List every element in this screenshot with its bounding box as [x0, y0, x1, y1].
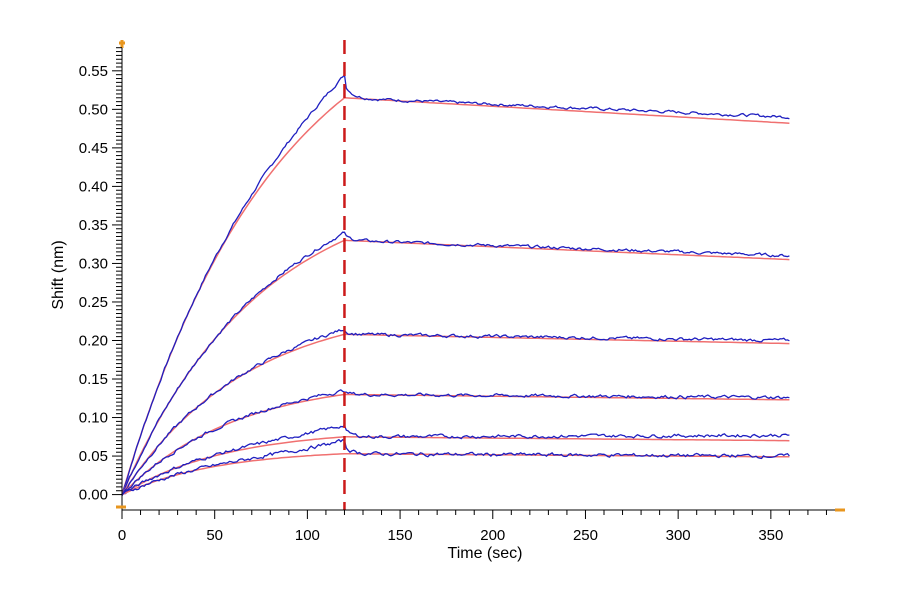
- x-tick-label: 250: [573, 527, 598, 544]
- data-curve: [121, 231, 790, 496]
- axes: 0.00 0.05 0.10 0.15 0.20 0.25 0.30 0.35 0.40 0.45…: [79, 40, 845, 544]
- x-axis-title: Time (sec): [448, 545, 523, 562]
- y-tick-label: 0.45: [79, 140, 108, 157]
- x-tick-label: 100: [295, 527, 320, 544]
- y-tick-label: 0.10: [79, 410, 108, 427]
- y-tick-label: 0.30: [79, 255, 108, 272]
- data-curve: [121, 389, 790, 497]
- fit-curve: [121, 453, 790, 496]
- x-tick-label: 350: [758, 527, 783, 544]
- data-curve: [121, 438, 790, 496]
- y-tick-label: 0.05: [79, 448, 108, 465]
- plot-area: [121, 40, 790, 510]
- y-tick-label: 0.40: [79, 178, 108, 195]
- y-tick-label: 0.50: [79, 101, 108, 118]
- fit-curve: [121, 97, 790, 495]
- y-tick-label: 0.00: [79, 487, 108, 504]
- x-tick-label: 50: [206, 527, 223, 544]
- y-axis-title: Shift (nm): [50, 240, 67, 309]
- fit-curve: [121, 333, 790, 496]
- y-tick-label: 0.35: [79, 217, 108, 234]
- y-tick-label: 0.55: [79, 63, 108, 80]
- fit-curve: [121, 393, 790, 496]
- y-tick-label: 0.20: [79, 332, 108, 349]
- data-curve: [121, 73, 790, 495]
- y-tick-label: 0.15: [79, 371, 108, 388]
- y-tick-label: 0.25: [79, 294, 108, 311]
- data-curve: [121, 424, 790, 495]
- x-tick-label: 300: [666, 527, 691, 544]
- x-tick-label: 150: [388, 527, 413, 544]
- x-tick-label: 0: [118, 527, 126, 544]
- x-tick-label: 200: [480, 527, 505, 544]
- data-curve: [121, 329, 790, 495]
